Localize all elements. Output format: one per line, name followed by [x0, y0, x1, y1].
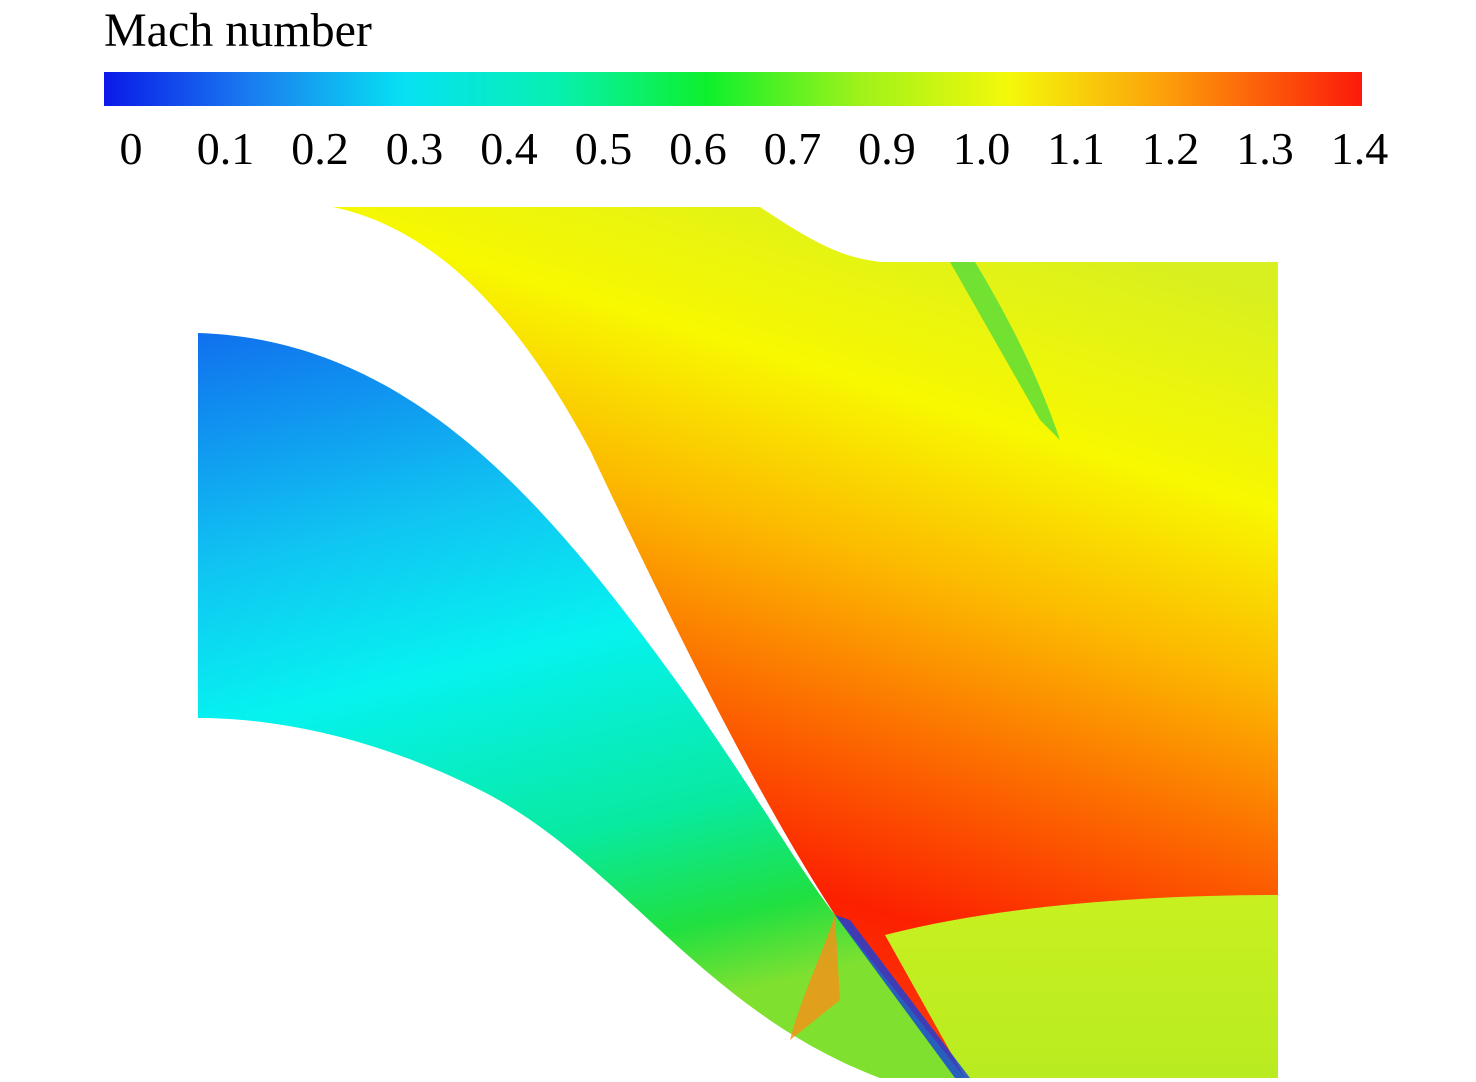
colorbar-tick-label: 0: [120, 123, 143, 174]
trailing-shock: [790, 915, 840, 1040]
colorbar-tick-label: 0.6: [669, 123, 727, 174]
colorbar-tick-label: 0.9: [858, 123, 916, 174]
colorbar: [104, 72, 1362, 106]
colorbar-ticks: 0 0.1 0.2 0.3 0.4 0.5 0.6 0.7 0.9 1.0 1.1 1.2 1.3 1.4: [120, 123, 1389, 174]
colorbar-tick-label: 1.4: [1331, 123, 1389, 174]
colorbar-tick-label: 1.1: [1047, 123, 1105, 174]
colorbar-tick-label: 1.0: [953, 123, 1011, 174]
colorbar-tick-label: 0.2: [291, 123, 349, 174]
colorbar-tick-label: 0.5: [575, 123, 633, 174]
wake-line: [835, 915, 970, 1078]
colorbar-title: Mach number: [104, 4, 372, 57]
colorbar-tick-label: 0.3: [386, 123, 444, 174]
passage-left: [198, 333, 965, 1078]
colorbar-tick-label: 1.3: [1236, 123, 1294, 174]
shock-line: [950, 262, 1060, 440]
passage-right: [333, 207, 1278, 1078]
colorbar-tick-label: 0.1: [197, 123, 255, 174]
wake-region: [885, 895, 1278, 1078]
colorbar-tick-label: 0.7: [764, 123, 822, 174]
colorbar-tick-label: 0.4: [480, 123, 538, 174]
colorbar-tick-label: 1.2: [1142, 123, 1200, 174]
